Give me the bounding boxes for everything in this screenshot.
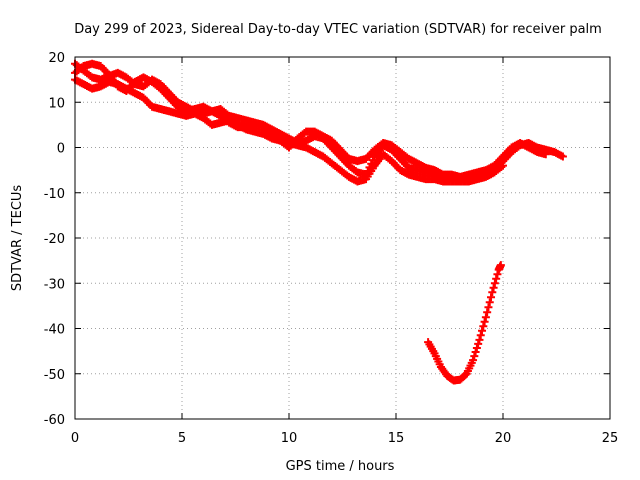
x-tick-label: 25 [602, 431, 619, 446]
y-tick-label: -30 [44, 277, 65, 292]
data-point-marker [478, 326, 487, 335]
data-point-marker [485, 298, 494, 307]
data-point-marker [499, 161, 507, 170]
y-axis-label: SDTVAR / TECUs [10, 185, 25, 292]
x-axis-label: GPS time / hours [286, 459, 395, 474]
data-point-marker [472, 343, 481, 352]
series-track-c [71, 59, 550, 181]
data-point-marker [476, 331, 485, 340]
chart-title: Day 299 of 2023, Sidereal Day-to-day VTE… [74, 22, 602, 37]
data-point-marker [471, 348, 480, 357]
x-tick-labels: 0 5 10 15 20 25 [71, 431, 618, 446]
series-track-d [424, 261, 505, 385]
x-tick-label: 0 [71, 431, 79, 446]
data-point-marker [475, 335, 484, 344]
data-point-marker [479, 322, 488, 331]
y-tick-label: 0 [57, 142, 65, 157]
data-point-marker [493, 270, 502, 279]
data-point-marker [487, 293, 496, 302]
plot-area-border [74, 56, 611, 420]
data-point-marker [474, 339, 483, 348]
data-point-marker [484, 303, 493, 312]
x-tick-label: 15 [388, 431, 405, 446]
data-point-marker [492, 274, 501, 283]
data-point-marker [481, 313, 490, 322]
data-point-marker [480, 317, 489, 326]
y-tick-label: 20 [48, 51, 65, 66]
y-tick-labels: -60 -50 -40 -30 -20 -10 0 10 20 [44, 51, 65, 428]
data-point-marker [558, 152, 567, 161]
data-point-marker [490, 279, 499, 288]
y-tick-label: -10 [44, 187, 65, 202]
x-tick-label: 10 [281, 431, 298, 446]
data-point-marker [496, 261, 505, 270]
data-point-marker [483, 308, 492, 317]
y-tick-label: -60 [44, 413, 65, 428]
data-point-marker [469, 356, 478, 365]
series-track-b [71, 75, 507, 186]
y-tick-label: -50 [44, 368, 65, 383]
y-tick-label: -40 [44, 323, 65, 338]
data-series [71, 59, 567, 385]
data-point-marker [470, 352, 479, 361]
y-tick-label: 10 [48, 96, 65, 111]
y-tick-label: -20 [44, 232, 65, 247]
data-point-marker [489, 283, 498, 292]
data-point-marker [541, 150, 550, 159]
data-point-marker [488, 288, 497, 297]
x-tick-label: 5 [178, 431, 186, 446]
x-tick-label: 20 [495, 431, 512, 446]
